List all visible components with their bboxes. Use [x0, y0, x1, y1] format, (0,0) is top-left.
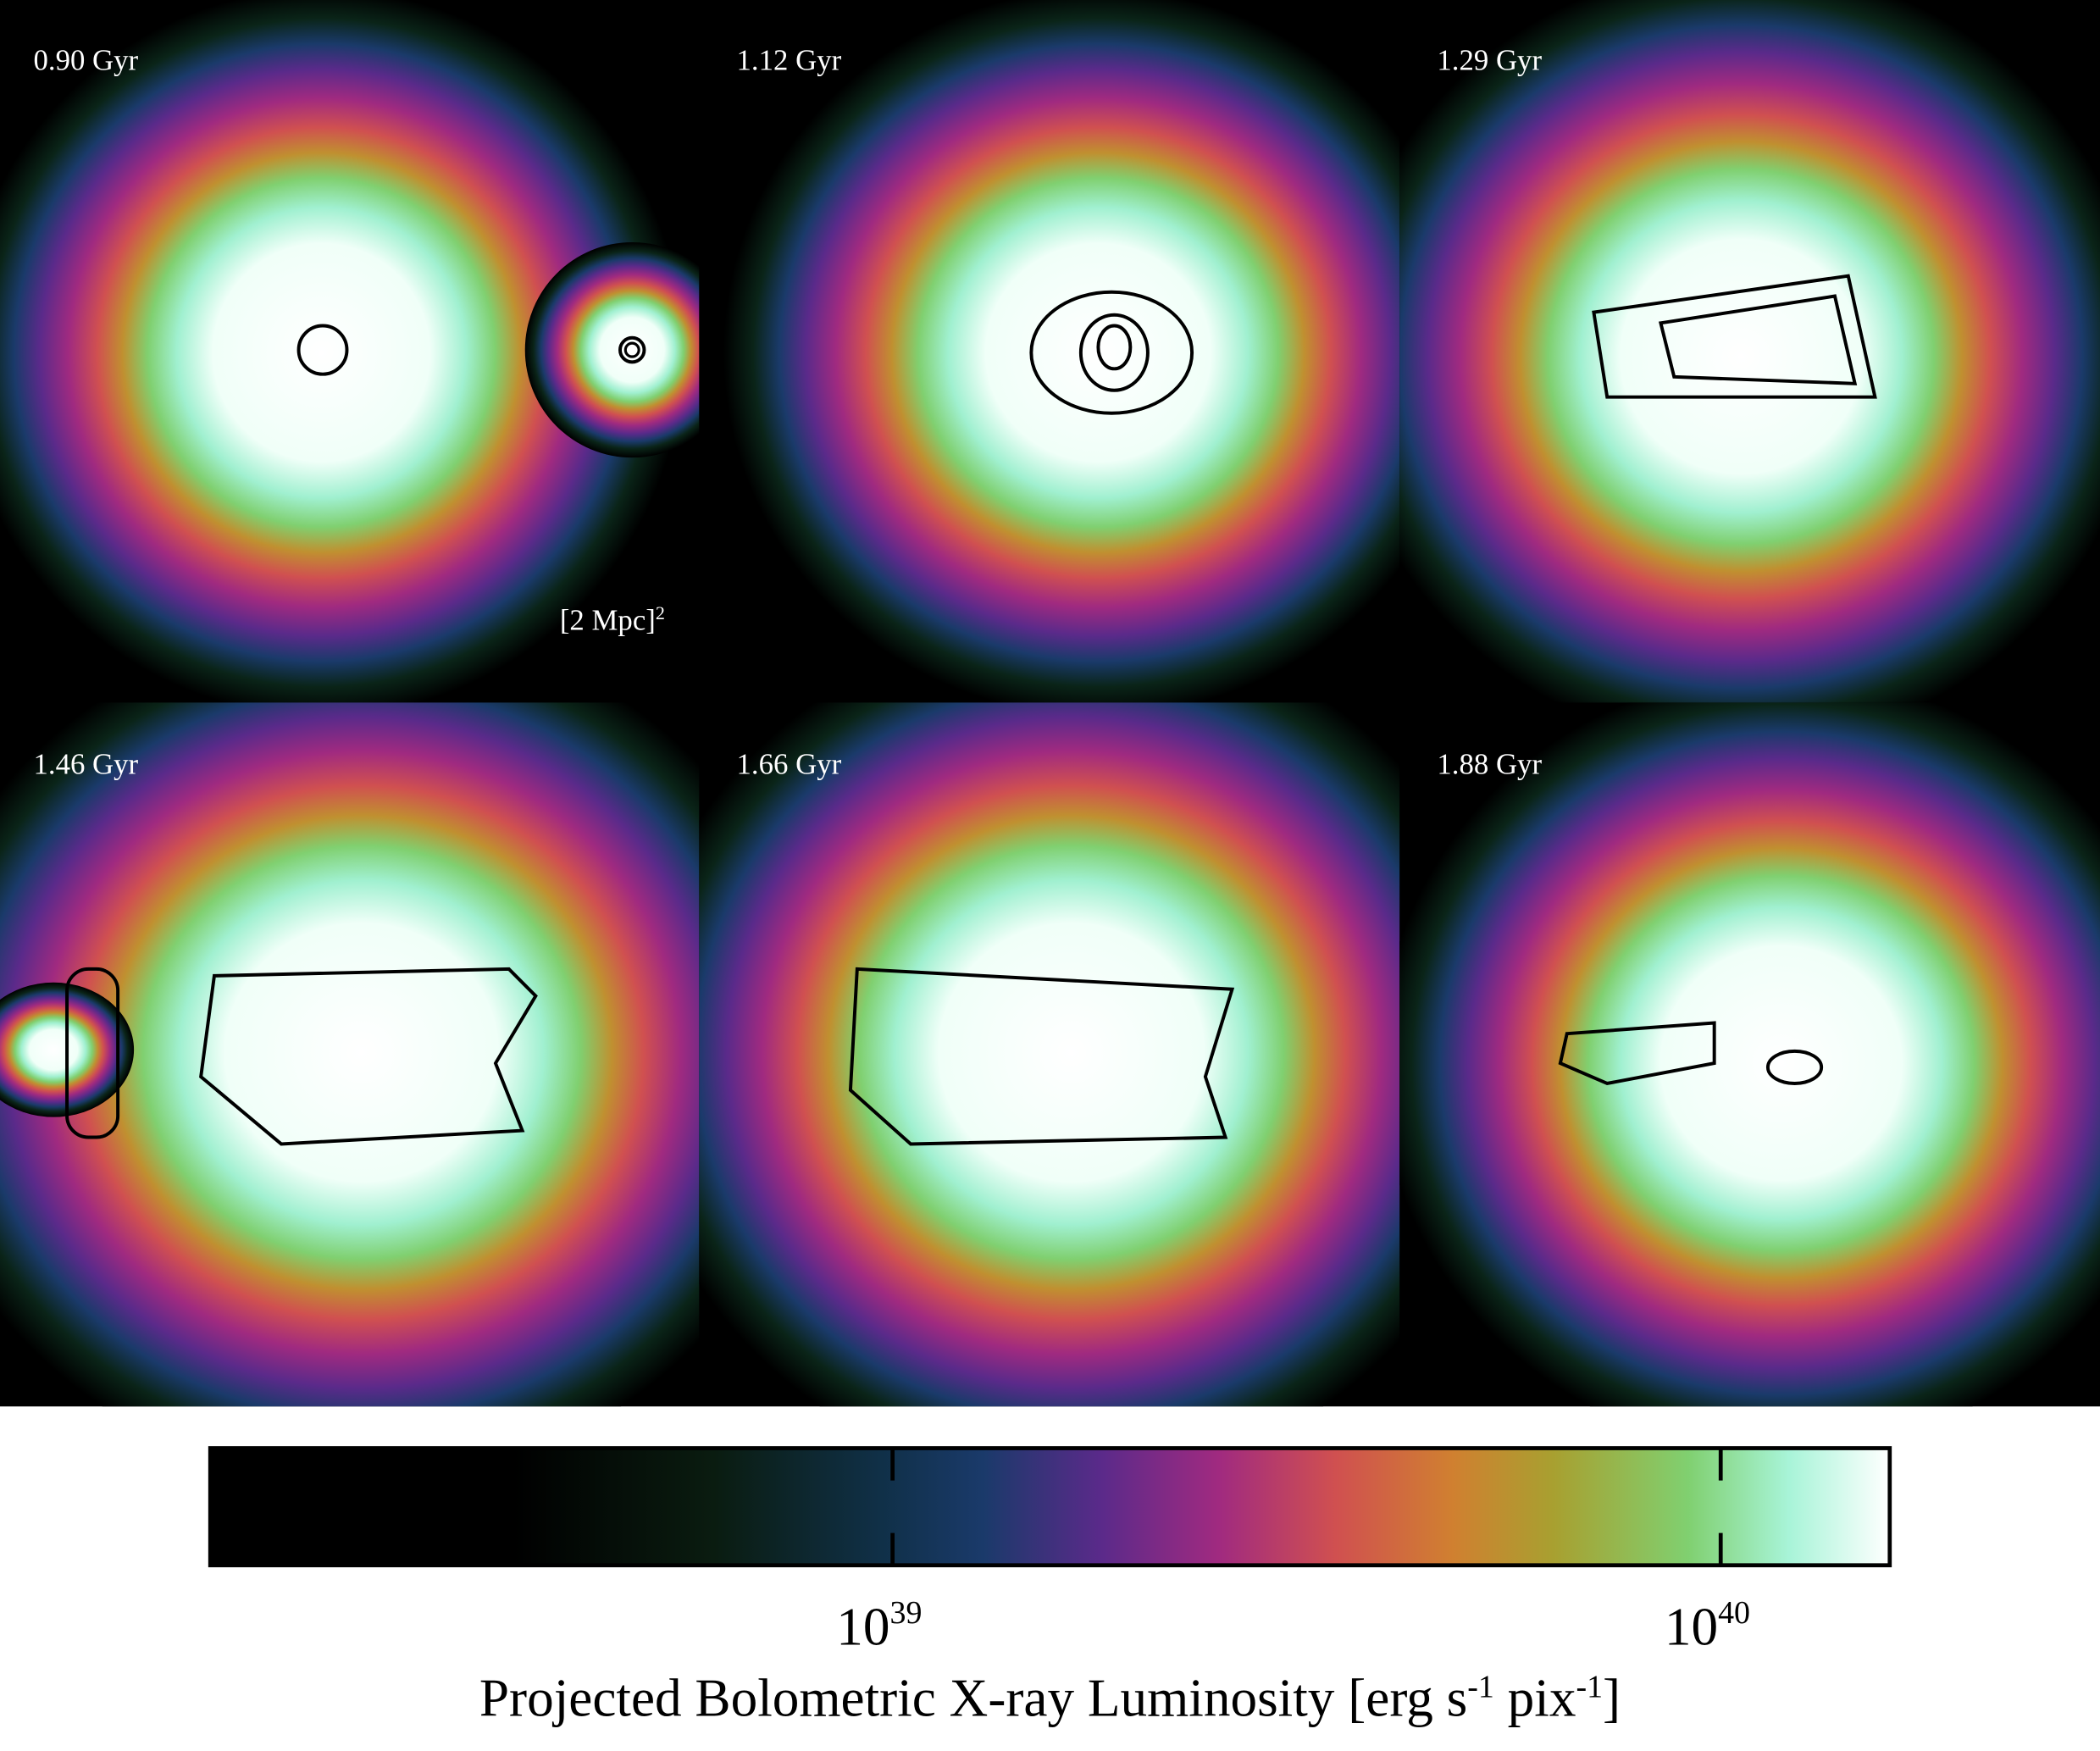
label-exponent: -1 [1467, 1669, 1494, 1704]
scale-label: [2 Mpc]2 [560, 602, 665, 637]
tick-exponent: 39 [889, 1595, 922, 1631]
colorbar-label: Projected Bolometric X-ray Luminosity [e… [479, 1669, 1621, 1728]
panel-image [699, 702, 1400, 1407]
scale-sup: 2 [656, 602, 665, 623]
panel-label: 0.90 Gyr [34, 44, 139, 77]
panel-label: 1.88 Gyr [1437, 747, 1542, 780]
panel-image [1399, 0, 2100, 703]
tick-label: 1039 [836, 1595, 922, 1657]
label-text: ] [1603, 1669, 1621, 1728]
panel-label: 1.46 Gyr [34, 747, 139, 780]
tick-label: 1040 [1665, 1595, 1750, 1657]
panel-image [1399, 702, 2100, 1407]
panel-image [0, 0, 700, 703]
panel-label: 1.12 Gyr [737, 44, 842, 77]
panel-image [723, 0, 1400, 703]
panel-label: 1.66 Gyr [737, 747, 842, 780]
tick-base: 10 [1665, 1597, 1718, 1656]
tick-base: 10 [836, 1597, 889, 1656]
colorbar [208, 1446, 1892, 1568]
scale-text: [2 Mpc] [560, 603, 656, 636]
panel-label: 1.29 Gyr [1437, 44, 1542, 77]
label-text: Projected Bolometric X-ray Luminosity [e… [479, 1669, 1467, 1728]
panel-image [0, 702, 700, 1407]
label-text: pix [1508, 1669, 1576, 1728]
label-exponent: -1 [1576, 1669, 1603, 1704]
tick-exponent: 40 [1718, 1595, 1750, 1631]
